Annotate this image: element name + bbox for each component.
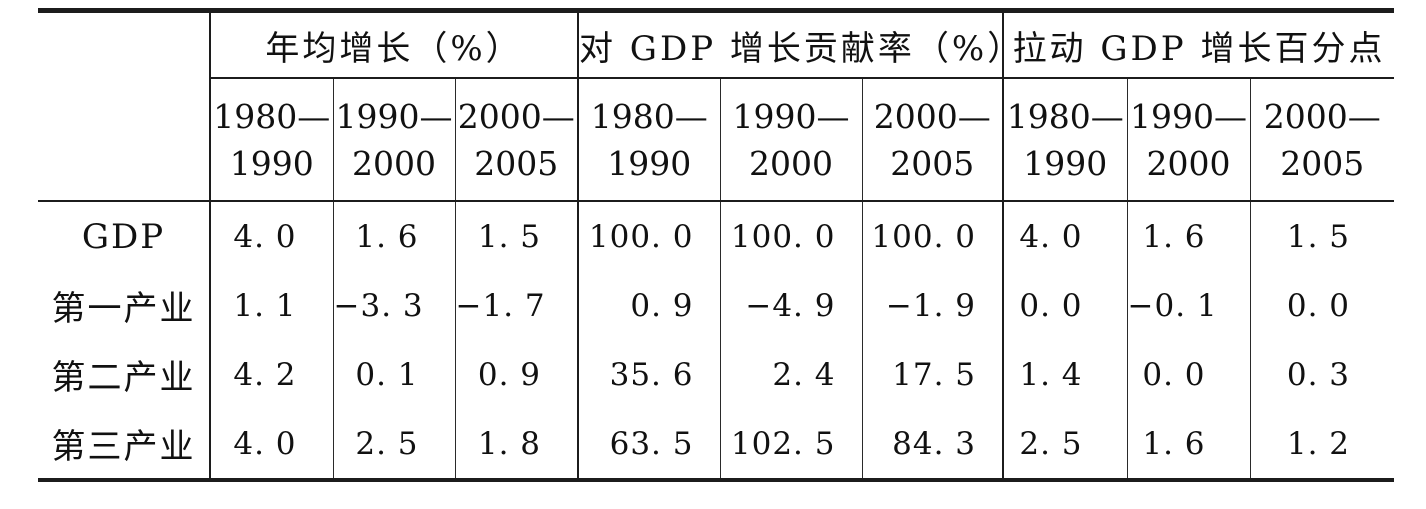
period-line2: 1990 bbox=[607, 143, 692, 183]
table-cell: 100. 0 bbox=[720, 201, 863, 271]
table-cell: 35. 6 bbox=[578, 340, 721, 409]
table-cell: 0. 3 bbox=[1286, 356, 1351, 393]
table-cell: −4. 9 bbox=[720, 271, 863, 340]
period-line2: 2005 bbox=[890, 143, 975, 183]
period-line1: 2000— bbox=[457, 96, 575, 136]
period-line2: 2005 bbox=[474, 143, 559, 183]
table-cell: 1. 5 bbox=[1286, 218, 1351, 255]
table-cell: 0. 9 bbox=[455, 340, 579, 409]
table-cell: 1. 6 bbox=[333, 201, 456, 271]
period-header-row: 1980— 1990 1990— 2000 2000— 2005 1980— 1… bbox=[38, 78, 1395, 202]
table-cell: 4. 0 bbox=[210, 201, 334, 271]
table-row-gdp: GDP 4. 0 1. 6 1. 5 100. 0 100. 0 100. 0 … bbox=[38, 201, 1394, 271]
period-header: 1980— 1990 bbox=[578, 78, 721, 202]
table-cell: 4. 2 bbox=[210, 340, 334, 409]
group-header-gdp-pull-points: 拉动 GDP 增长百分点 bbox=[1003, 10, 1395, 79]
period-line2: 1990 bbox=[229, 143, 314, 183]
corner-cell bbox=[38, 10, 211, 202]
table-cell: −1. 7 bbox=[455, 271, 579, 340]
period-line2: 2000 bbox=[352, 143, 436, 183]
period-header: 2000— 2005 bbox=[455, 78, 579, 202]
table-cell: 1. 6 bbox=[1127, 201, 1251, 271]
period-line1: 1990— bbox=[732, 96, 850, 136]
period-line1: 1980— bbox=[213, 96, 331, 136]
period-line1: 1980— bbox=[590, 96, 708, 136]
period-header: 1980— 1990 bbox=[210, 78, 334, 202]
table-row-secondary-industry: 第二产业 4. 2 0. 1 0. 9 35. 6 2. 4 17. 5 1. … bbox=[38, 340, 1394, 409]
table-cell: 1. 5 bbox=[455, 201, 579, 271]
row-label: 第一产业 bbox=[38, 271, 211, 340]
group-header-annual-growth: 年均增长（%） bbox=[210, 10, 579, 79]
table-cell: 1. 1 bbox=[210, 271, 334, 340]
table-cell: 0. 9 bbox=[578, 271, 721, 340]
table-cell: 100. 0 bbox=[862, 201, 1005, 271]
period-line2: 1990 bbox=[1023, 143, 1108, 183]
table-cell: 4. 0 bbox=[210, 409, 334, 480]
table-row-primary-industry: 第一产业 1. 1 −3. 3 −1. 7 0. 9 −4. 9 −1. 9 0… bbox=[38, 271, 1394, 340]
table-row-tertiary-industry: 第三产业 4. 0 2. 5 1. 8 63. 5 102. 5 84. 3 2… bbox=[38, 409, 1394, 480]
table-cell: −0. 1 bbox=[1127, 271, 1251, 340]
table-cell: 100. 0 bbox=[578, 201, 721, 271]
period-line1: 1990— bbox=[1130, 96, 1248, 136]
table-cell: 63. 5 bbox=[578, 409, 721, 480]
table-cell: −1. 9 bbox=[862, 271, 1005, 340]
period-line2: 2000 bbox=[1146, 143, 1231, 183]
table-cell: 1. 8 bbox=[455, 409, 579, 480]
table-cell: 102. 5 bbox=[720, 409, 863, 480]
gdp-growth-contribution-table: 年均增长（%） 对 GDP 增长贡献率（%） 拉动 GDP 增长百分点 1980… bbox=[38, 8, 1395, 482]
table-cell: 4. 0 bbox=[1003, 201, 1128, 271]
period-line2: 2005 bbox=[1280, 143, 1365, 183]
table-cell: 1. 2 bbox=[1286, 425, 1351, 462]
table-cell: 0. 1 bbox=[333, 340, 456, 409]
period-line1: 1980— bbox=[1006, 96, 1124, 136]
group-header-gdp-contribution-rate: 对 GDP 增长贡献率（%） bbox=[578, 10, 1021, 79]
table-cell: 17. 5 bbox=[862, 340, 1005, 409]
period-header: 2000— 2005 bbox=[1250, 78, 1395, 202]
period-header: 1980— 1990 bbox=[1003, 78, 1128, 202]
table-cell: 2. 5 bbox=[1003, 409, 1128, 480]
period-line2: 2000 bbox=[749, 143, 833, 183]
row-label: GDP bbox=[38, 201, 211, 271]
table-cell: 2. 5 bbox=[333, 409, 456, 480]
period-header: 1990— 2000 bbox=[1127, 78, 1251, 202]
row-label: 第三产业 bbox=[38, 409, 211, 480]
period-header: 2000— 2005 bbox=[862, 78, 1005, 202]
table-cell: 84. 3 bbox=[862, 409, 1005, 480]
table-cell: 1. 6 bbox=[1127, 409, 1251, 480]
table-cell: 1. 4 bbox=[1003, 340, 1128, 409]
table-cell: 0. 0 bbox=[1003, 271, 1128, 340]
table-cell: 0. 0 bbox=[1127, 340, 1251, 409]
period-line1: 2000— bbox=[873, 96, 991, 136]
table-cell: −3. 3 bbox=[333, 271, 456, 340]
period-line1: 1990— bbox=[335, 96, 453, 136]
group-header-row: 年均增长（%） 对 GDP 增长贡献率（%） 拉动 GDP 增长百分点 bbox=[38, 10, 1395, 202]
period-header: 1990— 2000 bbox=[720, 78, 863, 202]
row-label: 第二产业 bbox=[38, 340, 211, 409]
period-header: 1990— 2000 bbox=[333, 78, 456, 202]
table-cell: 2. 4 bbox=[720, 340, 863, 409]
period-line1: 2000— bbox=[1263, 96, 1381, 136]
table-cell: 0. 0 bbox=[1286, 287, 1351, 324]
